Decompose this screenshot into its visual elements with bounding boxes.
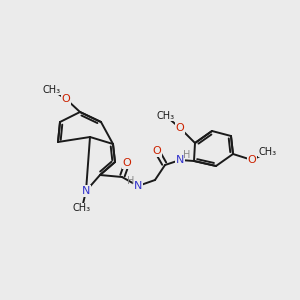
Text: N: N — [134, 181, 142, 191]
Text: CH₃: CH₃ — [157, 111, 175, 121]
Text: N: N — [176, 155, 184, 165]
Text: O: O — [61, 94, 70, 104]
Text: H: H — [183, 150, 191, 160]
Text: H: H — [127, 176, 135, 186]
Text: N: N — [82, 186, 90, 196]
Text: O: O — [123, 158, 131, 168]
Text: O: O — [176, 123, 184, 133]
Text: O: O — [153, 146, 161, 156]
Text: CH₃: CH₃ — [259, 147, 277, 157]
Text: CH₃: CH₃ — [43, 85, 61, 95]
Text: O: O — [248, 155, 256, 165]
Text: CH₃: CH₃ — [73, 203, 91, 213]
